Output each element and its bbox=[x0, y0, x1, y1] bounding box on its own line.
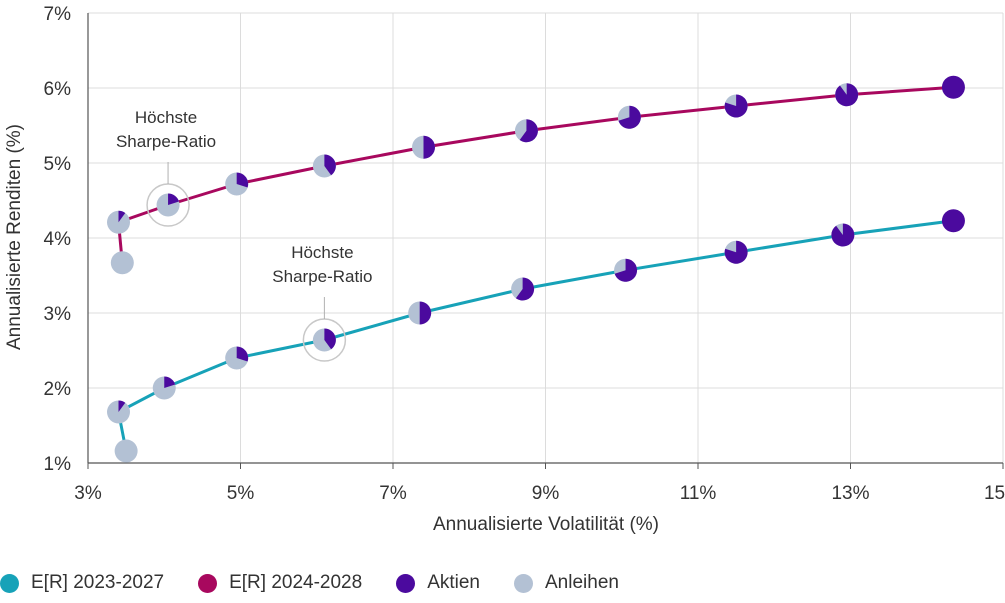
pie-marker[interactable] bbox=[408, 301, 432, 325]
pie-marker[interactable] bbox=[614, 258, 638, 282]
legend-label-er-2023: E[R] 2023-2027 bbox=[31, 572, 165, 593]
x-axis-title: Annualisierte Volatilität (%) bbox=[433, 514, 659, 535]
pie-marker[interactable] bbox=[724, 240, 748, 264]
pie-marker[interactable] bbox=[724, 94, 748, 118]
pie-marker[interactable] bbox=[152, 376, 176, 400]
y-tick-label: 6% bbox=[44, 79, 72, 100]
pie-slice-aktien bbox=[618, 105, 641, 129]
pie-slice-aktien bbox=[724, 240, 748, 264]
y-tick-label: 7% bbox=[44, 4, 72, 25]
pie-slice-aktien bbox=[236, 172, 249, 188]
y-tick-label: 5% bbox=[44, 154, 72, 175]
annotation-label: Sharpe-Ratio bbox=[116, 132, 216, 151]
pie-slice-aktien bbox=[835, 83, 859, 107]
pie-marker[interactable] bbox=[312, 154, 336, 178]
pie-marker[interactable] bbox=[107, 210, 130, 234]
y-axis-title: Annualisierte Renditen (%) bbox=[4, 124, 25, 350]
x-tick-label: 13% bbox=[831, 483, 869, 504]
legend-item-er-2024[interactable]: E[R] 2024-2028 bbox=[198, 572, 362, 594]
pie-marker[interactable] bbox=[835, 83, 859, 107]
legend: E[R] 2023-2027 E[R] 2024-2028 Aktien Anl… bbox=[0, 568, 653, 598]
x-tick-label: 5% bbox=[227, 483, 255, 504]
legend-marker-anleihen bbox=[514, 573, 533, 593]
pie-slice-aktien bbox=[423, 135, 435, 159]
pie-slice-aktien bbox=[941, 209, 965, 233]
pie-marker[interactable] bbox=[831, 223, 855, 247]
pie-marker[interactable] bbox=[225, 172, 249, 196]
pie-slice-aktien bbox=[164, 376, 176, 388]
pie-marker[interactable] bbox=[110, 251, 134, 275]
x-tick-label: 3% bbox=[74, 483, 102, 504]
y-tick-label: 2% bbox=[44, 379, 72, 400]
pie-slice-anleihen bbox=[114, 439, 138, 463]
pie-slice-aktien bbox=[419, 301, 432, 325]
x-tick-label: 15% bbox=[984, 483, 1005, 504]
pie-marker[interactable] bbox=[312, 328, 336, 352]
legend-item-er-2023[interactable]: E[R] 2023-2027 bbox=[0, 572, 164, 594]
x-tick-label: 11% bbox=[680, 483, 717, 504]
legend-label-aktien: Aktien bbox=[427, 572, 480, 593]
pie-slice-aktien bbox=[168, 193, 179, 205]
x-tick-label: 9% bbox=[532, 483, 560, 504]
pie-marker[interactable] bbox=[225, 346, 249, 370]
pie-marker[interactable] bbox=[107, 400, 130, 424]
x-tick-label: 7% bbox=[379, 483, 407, 504]
pie-slice-aktien bbox=[236, 346, 249, 362]
pie-marker[interactable] bbox=[941, 75, 965, 99]
legend-label-er-2024: E[R] 2024-2028 bbox=[229, 572, 363, 593]
pie-slice-anleihen bbox=[110, 251, 134, 275]
pie-marker[interactable] bbox=[511, 277, 535, 301]
pie-marker[interactable] bbox=[156, 193, 180, 217]
pie-slice-aktien bbox=[324, 328, 336, 350]
annotations: Höchste Sharpe-Ratio Höchste Sharpe-Ratio bbox=[116, 108, 372, 362]
y-tick-label: 4% bbox=[44, 229, 72, 250]
y-tick-label: 3% bbox=[44, 304, 72, 325]
legend-item-aktien[interactable]: Aktien bbox=[396, 572, 480, 594]
series-line-er-2023 bbox=[117, 219, 954, 452]
legend-label-anleihen: Anleihen bbox=[545, 572, 619, 593]
pie-marker[interactable] bbox=[412, 135, 435, 159]
series-lines bbox=[117, 85, 954, 452]
pie-markers bbox=[107, 75, 965, 463]
pie-marker[interactable] bbox=[514, 119, 538, 143]
pie-marker[interactable] bbox=[114, 439, 138, 463]
legend-marker-er-2023 bbox=[0, 573, 19, 593]
annotation-label: Sharpe-Ratio bbox=[272, 267, 372, 286]
legend-item-anleihen[interactable]: Anleihen bbox=[514, 572, 619, 594]
pie-slice-aktien bbox=[118, 400, 126, 412]
legend-marker-er-2024 bbox=[198, 573, 218, 593]
pie-marker[interactable] bbox=[941, 209, 965, 233]
annotation-label: Höchste bbox=[291, 243, 353, 262]
pie-slice-aktien bbox=[724, 94, 748, 118]
pie-slice-aktien bbox=[515, 277, 535, 301]
pie-slice-aktien bbox=[118, 210, 126, 223]
pie-slice-aktien bbox=[519, 119, 538, 143]
pie-slice-aktien bbox=[941, 75, 965, 99]
annotation-label: Höchste bbox=[135, 108, 197, 127]
gridlines bbox=[88, 12, 1004, 463]
legend-marker-aktien bbox=[396, 573, 416, 593]
axes: 1% 2% 3% 4% 5% 6% 7% 3% 5% 7% 9% 11% 13% 15% bbox=[44, 4, 1005, 504]
y-tick-label: 1% bbox=[44, 454, 72, 475]
pie-slice-aktien bbox=[831, 223, 855, 247]
pie-marker[interactable] bbox=[617, 105, 641, 129]
pie-slice-aktien bbox=[324, 154, 336, 176]
pie-slice-aktien bbox=[614, 258, 638, 282]
